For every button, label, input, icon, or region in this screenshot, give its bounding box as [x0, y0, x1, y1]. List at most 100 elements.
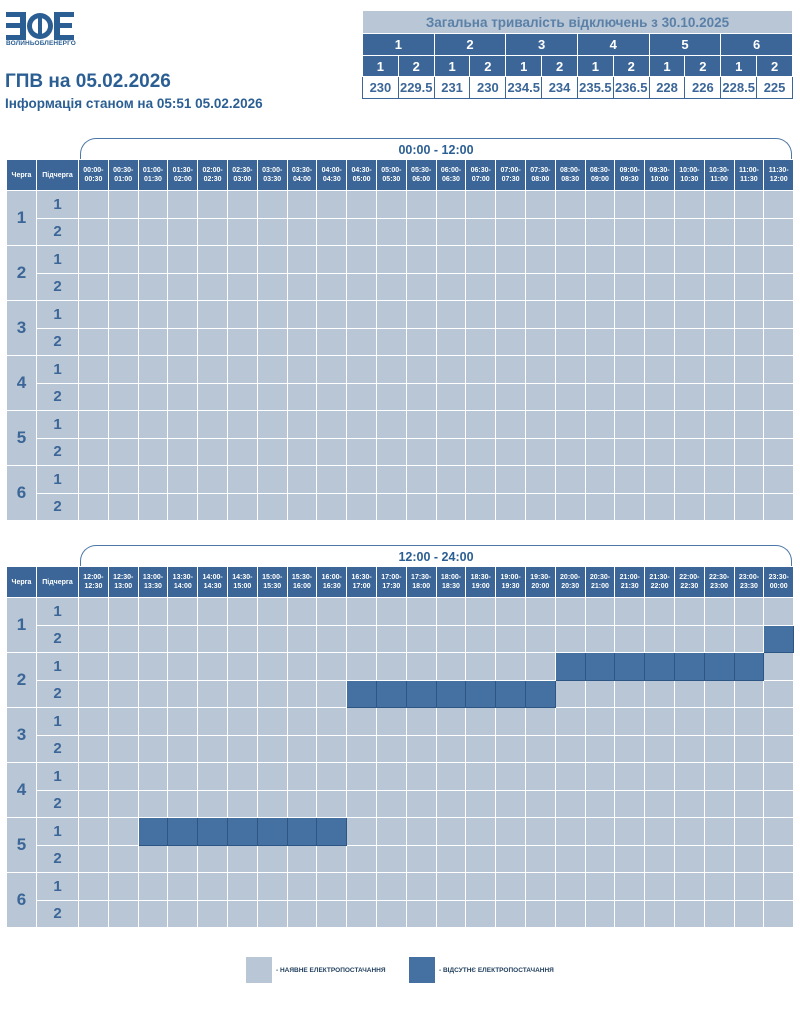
power-available-cell: [763, 300, 795, 329]
power-available-cell: [286, 624, 318, 653]
power-available-cell: [286, 437, 318, 466]
power-available-cell: [495, 899, 526, 928]
power-available-cell: [435, 899, 467, 928]
power-available-cell: [137, 597, 169, 626]
power-available-cell: [405, 382, 437, 411]
power-available-cell: [763, 899, 795, 928]
queue-number: 5: [6, 817, 37, 873]
power-available-cell: [346, 734, 377, 763]
time-slot-end: 21:00: [590, 583, 609, 590]
power-available-cell: [107, 355, 139, 384]
power-available-cell: [673, 465, 705, 494]
power-available-cell: [226, 652, 258, 681]
subqueue-number: 1: [36, 190, 79, 219]
power-available-cell: [286, 300, 318, 329]
power-available-cell: [78, 245, 109, 274]
power-available-cell: [763, 355, 795, 384]
time-slot-header: 03:00- 03:30: [256, 159, 288, 191]
time-slot-end: 12:30: [84, 583, 103, 590]
outage-cell: [346, 679, 377, 708]
queue-number: 5: [6, 410, 37, 466]
power-available-cell: [524, 300, 556, 329]
power-available-cell: [316, 762, 348, 791]
power-available-cell: [703, 762, 735, 791]
summary-value: 229.5: [397, 76, 435, 99]
power-available-cell: [316, 300, 348, 329]
power-available-cell: [495, 410, 526, 439]
power-available-cell: [137, 437, 169, 466]
power-available-cell: [375, 190, 407, 219]
power-available-cell: [584, 624, 616, 653]
power-available-cell: [703, 707, 735, 736]
time-slot-start: 01:30-: [172, 167, 193, 174]
outage-cell: [554, 652, 586, 681]
power-available-cell: [137, 272, 169, 301]
outage-cell: [197, 817, 228, 846]
time-slot-end: 08:00: [531, 176, 550, 183]
schedule-row: 2: [7, 844, 795, 873]
time-slot-end: 11:30: [740, 176, 758, 183]
power-available-cell: [495, 465, 526, 494]
time-slot-start: 02:30-: [232, 167, 253, 174]
power-available-cell: [405, 437, 437, 466]
summary-value: 230: [362, 76, 399, 99]
summary-subgroup: 2: [541, 55, 578, 77]
time-slot-end: 03:00: [233, 176, 252, 183]
power-available-cell: [226, 899, 258, 928]
power-available-cell: [673, 762, 705, 791]
power-available-cell: [375, 707, 407, 736]
power-available-cell: [614, 465, 646, 494]
time-slot-start: 05:30-: [411, 167, 432, 174]
time-slot-header: 00:00- 00:30: [78, 159, 109, 191]
power-available-cell: [733, 734, 765, 763]
power-available-cell: [435, 492, 467, 521]
power-available-cell: [137, 844, 169, 873]
power-available-cell: [733, 382, 765, 411]
time-slot-start: 11:00-: [739, 167, 759, 174]
power-available-cell: [614, 355, 646, 384]
power-available-cell: [78, 844, 109, 873]
time-slot-end: 01:30: [144, 176, 162, 183]
time-slot-start: 16:00-: [321, 574, 342, 581]
time-slot-header: 19:30- 20:00: [524, 566, 556, 598]
power-available-cell: [673, 624, 705, 653]
time-slot-header: 09:00- 09:30: [614, 159, 646, 191]
power-available-cell: [316, 492, 348, 521]
power-available-cell: [465, 245, 497, 274]
power-available-cell: [703, 679, 735, 708]
power-available-cell: [137, 789, 169, 818]
time-slot-start: 01:00-: [142, 167, 164, 174]
power-available-cell: [524, 762, 556, 791]
power-available-cell: [524, 382, 556, 411]
power-available-cell: [435, 190, 467, 219]
power-available-cell: [465, 707, 497, 736]
legend-available-label: - НАЯВНЕ ЕЛЕКТРОПОСТАЧАННЯ: [276, 967, 386, 974]
power-available-cell: [256, 300, 288, 329]
power-available-cell: [703, 272, 735, 301]
power-available-cell: [286, 465, 318, 494]
power-available-cell: [346, 652, 377, 681]
power-available-cell: [703, 245, 735, 274]
subqueue-header: Підчерга: [36, 159, 79, 191]
power-available-cell: [673, 355, 705, 384]
schedule-row: 2: [7, 734, 795, 763]
power-available-cell: [375, 272, 407, 301]
summary-value: 228: [648, 76, 686, 99]
schedule-row: 2: [7, 382, 795, 411]
legend-absent-swatch: [409, 957, 435, 983]
power-available-cell: [286, 355, 318, 384]
time-slot-header: 11:00- 11:30: [733, 159, 765, 191]
summary-subgroup: 1: [505, 55, 543, 77]
power-available-cell: [375, 762, 407, 791]
power-available-cell: [137, 734, 169, 763]
power-available-cell: [614, 872, 646, 901]
power-available-cell: [733, 272, 765, 301]
power-available-cell: [584, 844, 616, 873]
power-available-cell: [167, 734, 199, 763]
subqueue-number: 2: [36, 679, 79, 708]
